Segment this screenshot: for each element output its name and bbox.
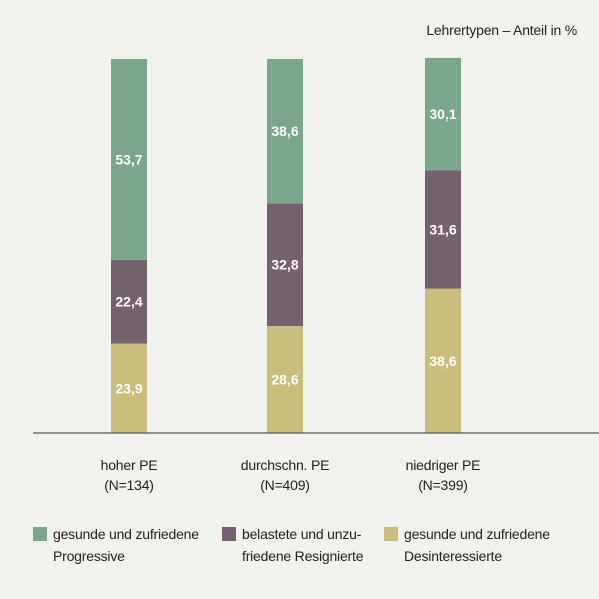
bar-segment: [425, 288, 461, 433]
legend-item-desinteressierte: gesunde und zufriedene Desinteressierte: [384, 523, 550, 567]
bars-layer: [111, 57, 461, 433]
category-name: niedriger PE: [405, 457, 481, 473]
bar-value-label: 53,7: [115, 151, 142, 167]
legend-label-line1: belastete und unzu-: [242, 526, 362, 542]
legend-swatch-progressive: [33, 527, 47, 541]
legend-item-progressive: gesunde und zufriedene Progressive: [33, 523, 199, 567]
bar-segment: [267, 203, 303, 327]
value-labels-layer: 23,9 22,4 53,7 28,6 32,8 38,6 38,6 31,6 30,1: [115, 106, 456, 396]
legend-text: gesunde und zufriedene Progressive: [53, 523, 199, 567]
bar-segment: [425, 57, 461, 171]
legend-text: belastete und unzu- friedene Resignierte: [242, 523, 363, 567]
bar-segment: [267, 59, 303, 204]
category-label-hoher-pe: hoher PE (N=134): [59, 455, 199, 495]
bar-value-label: 38,6: [271, 123, 298, 139]
bar-value-label: 32,8: [271, 257, 298, 273]
legend-label-line2: Desinteressierte: [404, 548, 502, 564]
legend-text: gesunde und zufriedene Desinteressierte: [404, 523, 550, 567]
bar-segment: [111, 343, 147, 433]
category-count: (N=399): [418, 477, 468, 493]
bar-value-label: 22,4: [115, 294, 142, 310]
bar-value-label: 28,6: [271, 372, 298, 388]
bar-segment: [267, 326, 303, 433]
legend-label-line2: friedene Resignierte: [242, 548, 364, 564]
bar-value-label: 31,6: [429, 222, 456, 238]
bar-segment: [111, 59, 147, 260]
category-count: (N=134): [104, 477, 154, 493]
bar-segment: [111, 259, 147, 344]
legend-swatch-desinteressierte: [384, 527, 398, 541]
bar-value-label: 38,6: [429, 353, 456, 369]
bar-value-label: 23,9: [115, 380, 142, 396]
legend-label-line1: gesunde und zufriedene: [404, 526, 550, 542]
legend-item-resignierte: belastete und unzu- friedene Resignierte: [222, 523, 363, 567]
bar-segment: [425, 170, 461, 289]
legend-label-line1: gesunde und zufriedene: [53, 526, 199, 542]
category-name: hoher PE: [100, 457, 158, 473]
category-count: (N=409): [260, 477, 310, 493]
legend-swatch-resignierte: [222, 527, 236, 541]
unit-label: Lehrertypen – Anteil in %: [426, 22, 577, 38]
bar-value-label: 30,1: [429, 106, 456, 122]
category-label-durchschn-pe: durchschn. PE (N=409): [215, 455, 355, 495]
legend: gesunde und zufriedene Progressive belas…: [0, 523, 599, 583]
category-label-niedriger-pe: niedriger PE (N=399): [373, 455, 513, 495]
category-name: durchschn. PE: [240, 457, 330, 473]
legend-label-line2: Progressive: [53, 548, 125, 564]
